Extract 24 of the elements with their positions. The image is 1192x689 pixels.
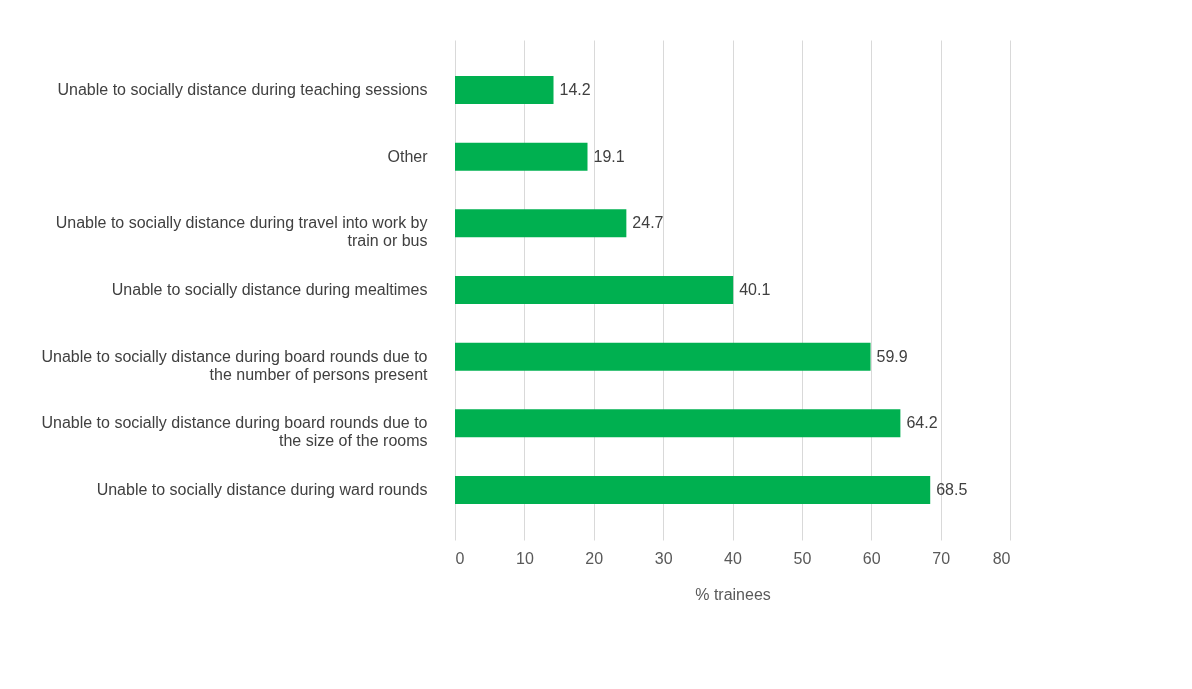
x-tick-label: 20 [585, 549, 604, 567]
x-tick-label: 10 [515, 549, 534, 567]
x-tick-label: 80 [992, 549, 1011, 567]
data-label: 14.2 [559, 81, 591, 98]
data-label: 40.1 [739, 281, 771, 298]
x-axis-title: % trainees [695, 585, 771, 603]
data-label: 19.1 [593, 147, 625, 165]
y-tick-label: Unable to socially distance during travel into work by train or bus [55, 214, 428, 250]
y-tick-label: Unable to socially distance during teaching sessions [57, 81, 428, 98]
data-label: 59.9 [876, 347, 908, 365]
data-label: 68.5 [936, 481, 968, 498]
y-tick-label: Unable to socially distance during board rounds due to the number of persons present [41, 347, 429, 383]
y-tick-label: Unable to socially distance during board rounds due to the size of the rooms [41, 414, 428, 450]
x-tick-label: 60 [862, 549, 881, 567]
x-tick-label: 70 [932, 549, 951, 567]
data-label: 64.2 [906, 414, 938, 432]
y-tick-label: Unable to socially distance during ward rounds [96, 481, 428, 498]
x-tick-label: 30 [654, 549, 673, 567]
x-tick-label: 50 [793, 549, 812, 567]
y-tick-label: Other [387, 147, 429, 165]
y-tick-label: Unable to socially distance during mealtimes [111, 281, 428, 298]
x-tick-label: 40 [724, 549, 742, 567]
x-tick-label: 0 [455, 549, 465, 567]
data-label: 24.7 [632, 214, 664, 232]
